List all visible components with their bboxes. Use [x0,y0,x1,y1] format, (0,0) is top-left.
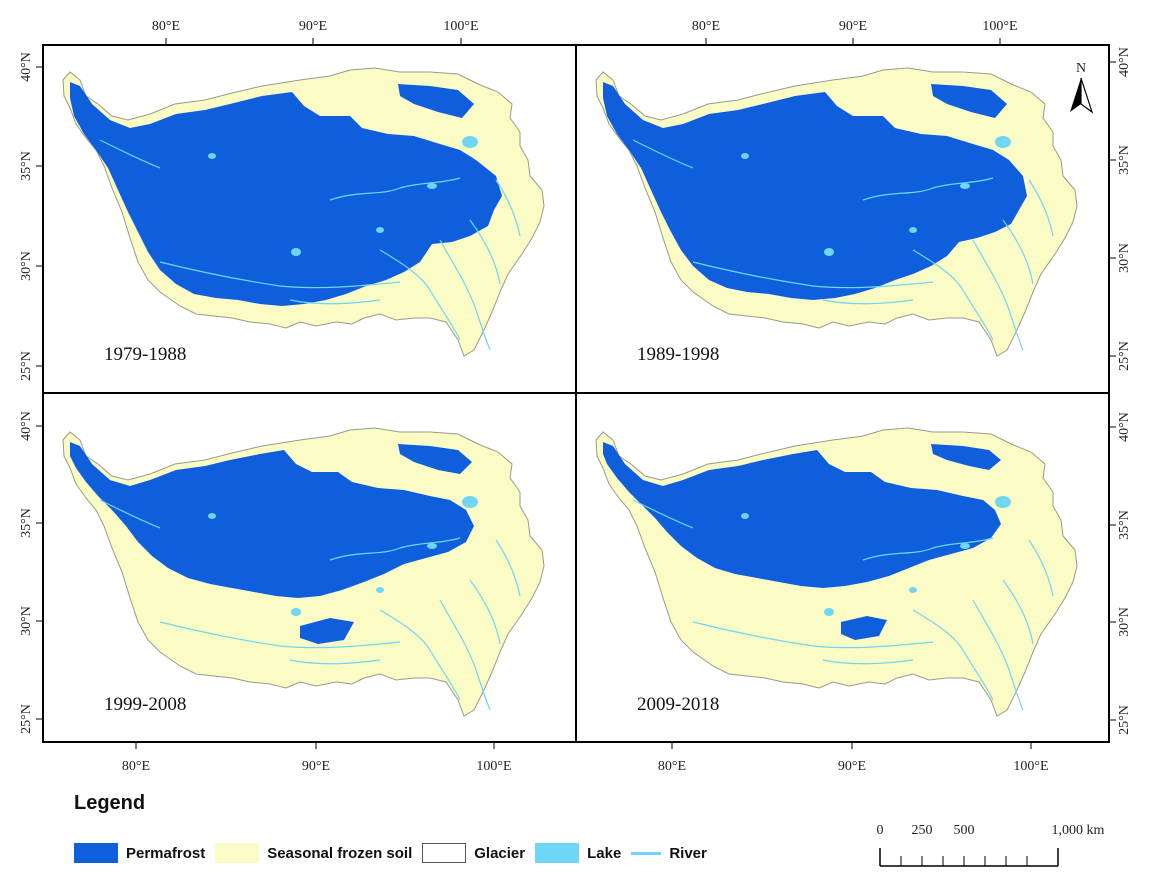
north-arrow-label: N [1076,61,1086,76]
tick-label-left: 35°N [19,508,34,538]
tick-label-left: 30°N [19,251,34,281]
legend-item-lake: Lake [535,843,621,863]
legend-item-permafrost: Permafrost [74,843,205,863]
scale-bar: 0 250 500 1,000 km [877,823,1105,867]
legend-label: Permafrost [126,844,206,862]
tick-label-right: 25°N [1117,705,1132,735]
tick-label-top: 80°E [692,19,720,34]
tick-label-top: 100°E [982,19,1017,34]
tick-label-bottom: 80°E [122,759,150,774]
legend-item-seasonal-frozen-soil: Seasonal frozen soil [215,843,412,863]
tick-label-right: 35°N [1117,510,1132,540]
north-arrow-icon: N [1070,61,1094,114]
tick-label-right: 30°N [1117,607,1132,637]
tick-label-right: 25°N [1117,341,1132,371]
legend-label: Lake [587,844,622,862]
tick-label-top: 80°E [152,19,180,34]
tick-label-bottom: 80°E [658,759,686,774]
river-swatch [631,851,662,855]
legend-label: Glacier [474,844,526,862]
scale-label: 250 [912,823,933,838]
map-panel-4: 2009-2018 [595,427,1078,717]
tick-label-left: 30°N [19,606,34,636]
legend-item-river: River [631,845,707,862]
legend-label: River [669,844,707,862]
tick-label-bottom: 90°E [302,759,330,774]
tick-label-right: 40°N [1117,412,1132,442]
permafrost-swatch [74,843,118,863]
glacier-swatch [422,843,467,863]
tick-label-top: 100°E [443,19,478,34]
period-label: 1989-1998 [637,344,719,365]
tick-label-bottom: 90°E [838,759,866,774]
tick-label-left: 25°N [19,351,34,381]
legend: Permafrost Seasonal frozen soil Glacier … [74,843,717,863]
tick-label-bottom: 100°E [1013,759,1048,774]
tick-label-left: 40°N [19,52,34,82]
seasonal-frozen-soil-swatch [215,843,260,863]
tick-label-right: 30°N [1117,243,1132,273]
tick-label-top: 90°E [839,19,867,34]
tick-label-left: 40°N [19,411,34,441]
map-panel-2: 1989-1998 [595,67,1078,365]
legend-title: Legend [74,792,146,814]
map-panel-1: 1979-1988 [62,67,545,365]
scale-label: 0 [877,823,884,838]
scale-label: 1,000 km [1052,823,1105,838]
period-label: 1999-2008 [104,694,186,715]
tick-label-right: 40°N [1117,47,1132,77]
period-label: 1979-1988 [104,344,186,365]
legend-item-glacier: Glacier [422,843,525,863]
period-label: 2009-2018 [637,694,719,715]
lake-swatch [535,843,580,863]
tick-label-bottom: 100°E [476,759,511,774]
tick-label-left: 25°N [19,704,34,734]
legend-label: Seasonal frozen soil [267,844,413,862]
tick-label-top: 90°E [299,19,327,34]
graticule-ticks: 80°E 90°E 100°E 80°E 90°E 100°E 80°E 90°… [19,19,1132,774]
tick-label-left: 35°N [19,151,34,181]
tick-label-right: 35°N [1117,145,1132,175]
map-panel-3: 1999-2008 [62,427,545,717]
scale-label: 500 [954,823,975,838]
